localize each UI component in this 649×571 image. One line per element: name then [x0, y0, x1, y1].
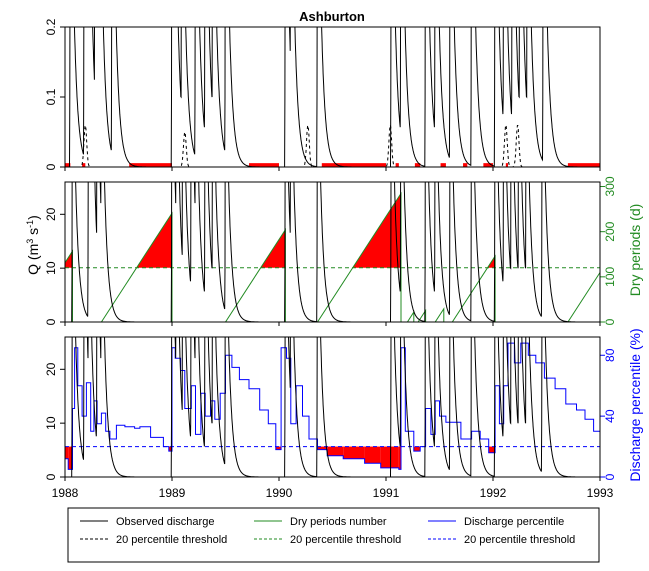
y-tick-label: 0.2: [44, 18, 58, 35]
dry-period-bar: [249, 163, 279, 167]
legend: Observed discharge Dry periods number Disc…: [67, 507, 600, 563]
dry-period-bar: [129, 163, 172, 167]
legend-label: Observed discharge: [116, 516, 214, 528]
x-tick-label: 1993: [587, 486, 614, 500]
percentile-deficit-fill: [398, 446, 401, 470]
percentile-deficit-fill: [317, 446, 328, 450]
dry-period-bar: [567, 163, 600, 167]
y-axis-label-sup1: 3: [25, 239, 35, 244]
legend-label: 20 percentile threshold: [290, 534, 401, 546]
dry-period-count-line: [406, 310, 415, 322]
percentile-deficit-fill: [65, 446, 69, 459]
panel-top-observed: 0 0.1 0.2: [44, 18, 601, 171]
dry-period-count-line: [567, 271, 600, 322]
chart-title: Ashburton: [299, 9, 365, 24]
dry-period-bar: [463, 163, 468, 167]
dry-period-bar: [82, 163, 86, 167]
y-tick-label: 0: [44, 318, 58, 325]
plot-area: [65, 182, 600, 322]
y2-tick-label-dry: 100: [603, 267, 617, 287]
observed-discharge-line-bottom: [65, 337, 600, 477]
plot-area: [65, 27, 600, 167]
y2-axis-label-percentile: Discharge percentile (%): [627, 328, 643, 481]
dry-period-bar: [483, 163, 493, 167]
panel-bottom-frame: [64, 336, 601, 478]
y2-tick-label-percentile: 80: [603, 348, 617, 362]
y-axis-label-sup2: -1: [25, 220, 35, 228]
y2-tick-label-dry: 300: [603, 176, 617, 196]
legend-label: Dry periods number: [290, 516, 387, 528]
y-tick-label: 10: [44, 261, 58, 275]
threshold-line-top: [65, 124, 600, 167]
percentile-deficit-fill: [380, 446, 399, 468]
y-axis-label-mid: s: [25, 228, 41, 239]
dry-period-count-line: [225, 228, 286, 322]
observed-discharge-line-mid: [65, 182, 600, 322]
percentile-deficit-fill: [413, 446, 421, 452]
panel-middle-frame: [64, 181, 601, 323]
percentile-deficit-fill: [275, 446, 282, 450]
y2-tick-label-percentile: 40: [603, 409, 617, 423]
percentile-deficit-fill: [327, 446, 344, 456]
y2-axis-label-dry: Dry periods (d): [627, 204, 643, 297]
dry-period-excess-fill: [65, 251, 73, 268]
percentile-deficit-fill: [343, 446, 365, 459]
panel-top-frame: [64, 26, 601, 168]
y-axis-label-end: ): [25, 215, 41, 220]
discharge-percentile-line: [65, 342, 600, 470]
percentile-deficit-fill: [488, 446, 496, 453]
plot-area: [65, 337, 600, 477]
y-axis-label-main: Q (m: [25, 244, 41, 275]
x-tick-label: 1992: [480, 486, 507, 500]
dry-period-bar: [440, 163, 446, 167]
legend-box: [67, 507, 600, 563]
y-tick-label: 0: [44, 163, 58, 170]
dry-period-bar: [395, 163, 399, 167]
x-tick-label: 1991: [373, 486, 400, 500]
percentile-deficit-fill: [364, 446, 381, 464]
y-tick-label: 10: [44, 416, 58, 430]
legend-label: 20 percentile threshold: [464, 534, 575, 546]
percentile-deficit-fill: [168, 446, 172, 452]
dry-period-count-line: [417, 308, 427, 322]
x-tick-label: 1988: [52, 486, 79, 500]
panel-bottom-percentile: 0 10 20 0 40 80: [44, 336, 617, 481]
dry-period-bar: [321, 163, 386, 167]
legend-label: 20 percentile threshold: [116, 534, 227, 546]
legend-label: Discharge percentile: [464, 516, 564, 528]
y2-tick-label-dry: 0: [603, 318, 617, 325]
dry-period-bar: [65, 163, 71, 167]
dry-period-bar: [505, 163, 508, 167]
y-tick-label: 0: [44, 473, 58, 480]
x-axis-years: 1988 1989 1990 1991 1992 1993: [52, 486, 614, 500]
y-tick-label: 20: [44, 362, 58, 376]
x-tick-label: 1990: [266, 486, 293, 500]
percentile-deficit-fill: [68, 446, 73, 470]
y2-tick-label-percentile: 0: [603, 473, 617, 480]
observed-discharge-line-top: [65, 27, 600, 167]
y-axis-label: Q (m3 s-1): [25, 215, 41, 275]
x-tick-label: 1989: [159, 486, 186, 500]
y-tick-label: 0.1: [44, 88, 58, 105]
y2-tick-label-dry: 200: [603, 221, 617, 241]
dry-period-bar: [414, 163, 421, 167]
dry-period-count-line: [434, 307, 445, 322]
y-tick-label: 20: [44, 207, 58, 221]
